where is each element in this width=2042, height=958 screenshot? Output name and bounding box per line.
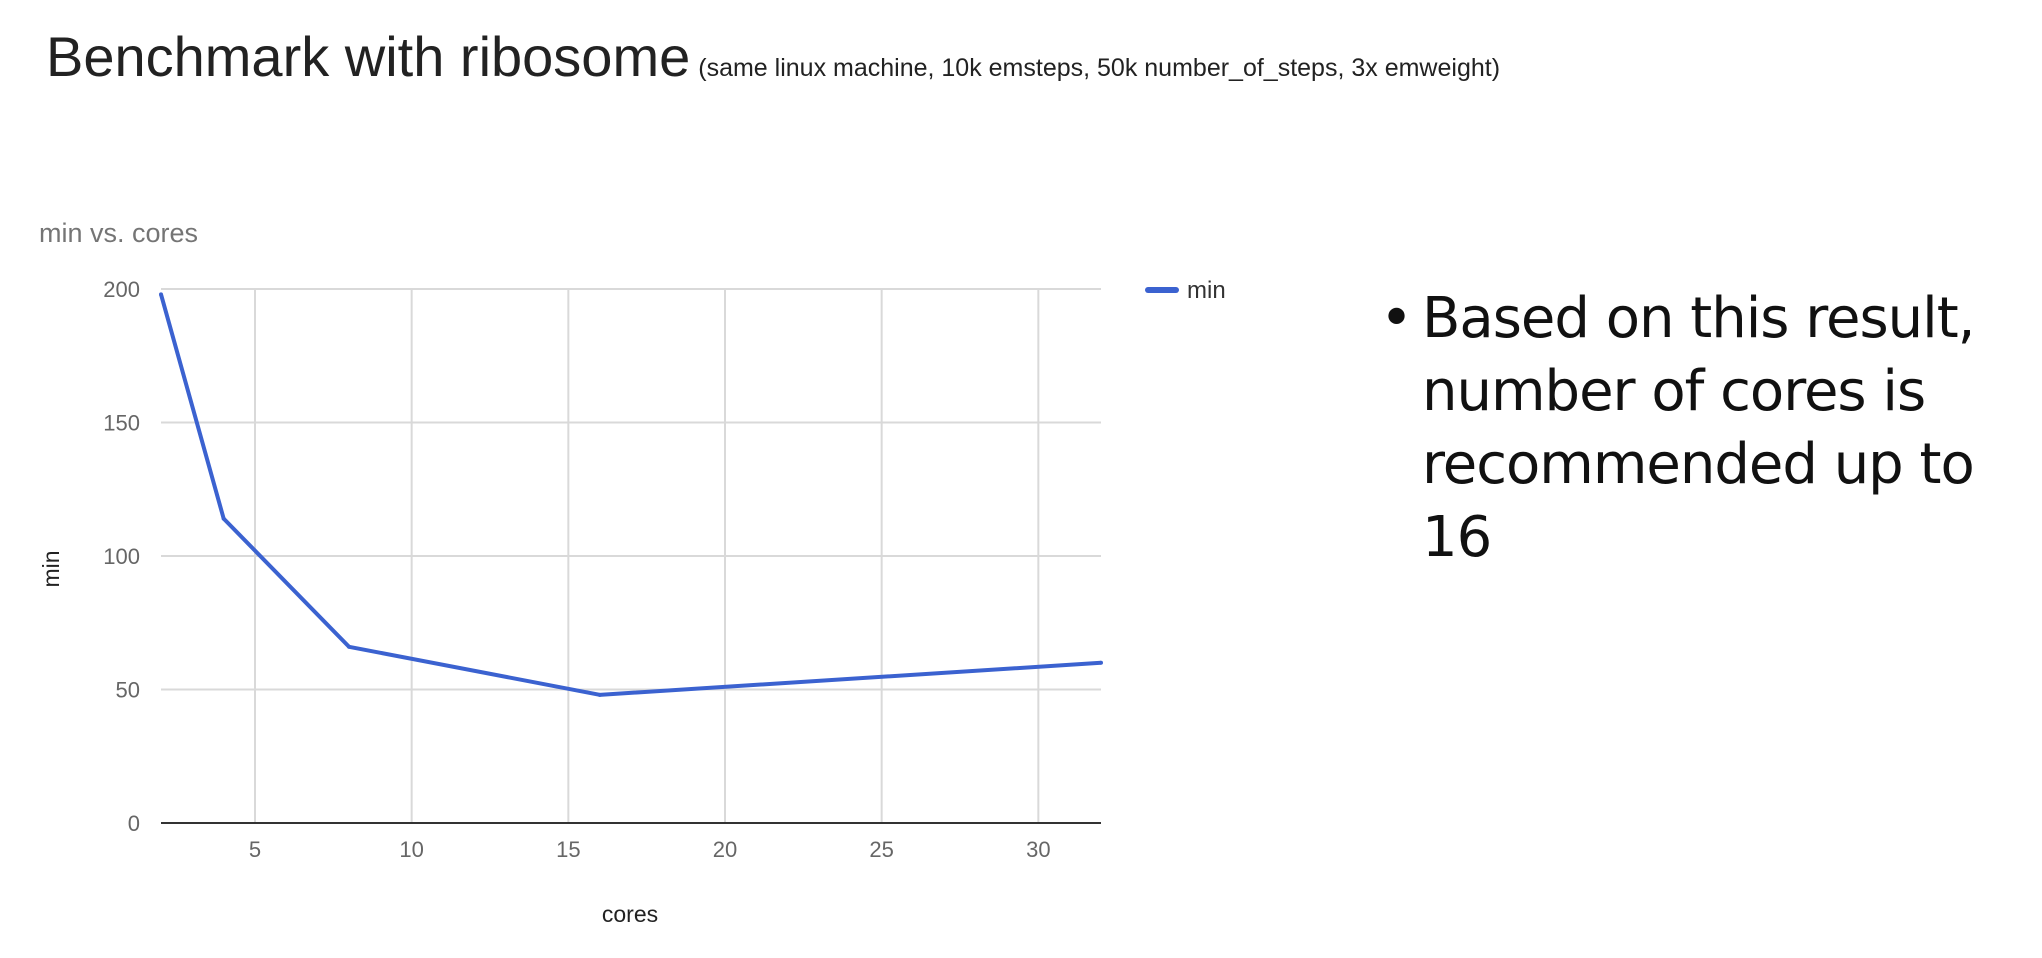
data-point bbox=[159, 292, 163, 297]
x-axis-label: cores bbox=[602, 901, 658, 927]
y-tick-label: 50 bbox=[116, 678, 140, 703]
series-line-min bbox=[159, 293, 1102, 697]
bullet-list: • Based on this result, number of cores i… bbox=[1380, 282, 2020, 574]
data-point bbox=[597, 692, 602, 697]
data-point bbox=[1099, 660, 1103, 665]
x-tick-label: 25 bbox=[869, 837, 893, 862]
y-axis-label: min bbox=[38, 550, 64, 587]
chart-title: min vs. cores bbox=[39, 218, 198, 248]
bullet-icon: • bbox=[1380, 286, 1413, 351]
y-tick-label: 200 bbox=[103, 277, 140, 302]
legend: min bbox=[1145, 277, 1226, 304]
x-tick-label: 10 bbox=[399, 837, 423, 862]
y-tick-label: 150 bbox=[103, 411, 140, 436]
y-tick-label: 0 bbox=[128, 811, 140, 836]
grid-lines bbox=[161, 288, 1101, 824]
data-point bbox=[221, 516, 226, 521]
bullet-item: • Based on this result, number of cores i… bbox=[1380, 282, 2020, 574]
slide-subtitle: (same linux machine, 10k emsteps, 50k nu… bbox=[698, 54, 1501, 82]
slide-title-main: Benchmark with ribosome bbox=[46, 25, 691, 88]
data-point bbox=[347, 644, 351, 649]
x-tick-label: 5 bbox=[249, 837, 261, 862]
x-tick-label: 20 bbox=[713, 837, 737, 862]
slide-title: Benchmark with ribosome (same linux machi… bbox=[46, 24, 1500, 89]
x-tick-label: 30 bbox=[1026, 837, 1050, 862]
x-tick-label: 15 bbox=[556, 837, 580, 862]
bullet-text: Based on this result, number of cores is… bbox=[1422, 286, 1975, 570]
y-tick-label: 100 bbox=[103, 544, 140, 569]
legend-label: min bbox=[1187, 277, 1226, 304]
series-lines bbox=[159, 292, 1103, 697]
tick-labels: 0 50 100 150 200 5 10 15 20 25 30 bbox=[103, 277, 1050, 862]
